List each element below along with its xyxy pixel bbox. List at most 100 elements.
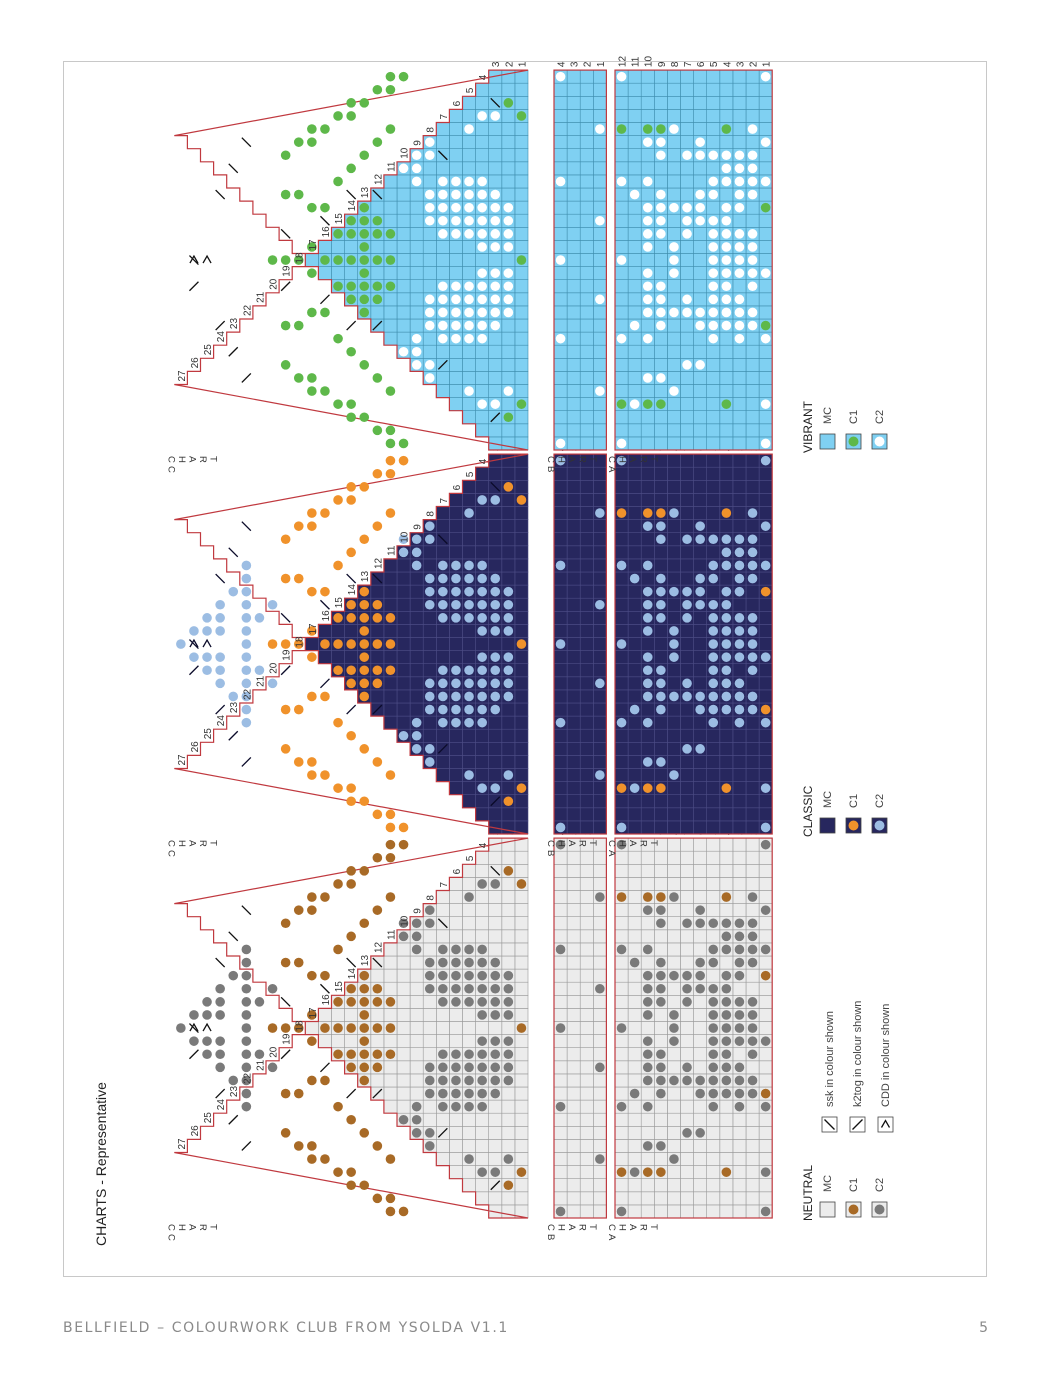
c2-stitch bbox=[656, 997, 666, 1007]
ssk-stitch bbox=[280, 996, 291, 1007]
ssk-stitch bbox=[372, 189, 383, 200]
c2-stitch bbox=[411, 931, 422, 942]
c1-stitch bbox=[346, 495, 356, 505]
row-number: 6 bbox=[452, 100, 463, 106]
c2-stitch bbox=[642, 970, 653, 981]
c2-stitch bbox=[695, 744, 705, 754]
c2-stitch bbox=[438, 665, 448, 676]
c2-stitch bbox=[490, 189, 501, 200]
ssk-stitch bbox=[188, 1023, 199, 1034]
chart-label-char: A bbox=[627, 456, 638, 463]
c2-stitch bbox=[503, 599, 514, 610]
c2-stitch bbox=[642, 268, 653, 278]
chart-label-char: R bbox=[577, 456, 588, 463]
c2-stitch bbox=[464, 281, 474, 292]
c1-stitch bbox=[333, 111, 343, 121]
c1-stitch bbox=[307, 1154, 317, 1164]
c2-stitch bbox=[708, 1049, 719, 1060]
c1-stitch bbox=[642, 399, 653, 409]
c1-stitch bbox=[346, 866, 356, 876]
c1-stitch bbox=[372, 1141, 383, 1151]
c2-stitch bbox=[267, 215, 278, 226]
c2-stitch bbox=[228, 586, 239, 597]
b-chart-label: C H A R T B bbox=[545, 456, 598, 472]
c2-stitch bbox=[477, 652, 487, 662]
c2-stitch bbox=[708, 704, 719, 715]
c1-stitch bbox=[656, 399, 666, 409]
c2-stitch bbox=[241, 1075, 252, 1086]
c2-stitch bbox=[656, 586, 666, 597]
row-number: 10 bbox=[644, 56, 655, 68]
c2-stitch bbox=[669, 770, 679, 780]
cdd-stitch bbox=[189, 1022, 199, 1032]
c2-stitch bbox=[669, 1154, 679, 1164]
page-number: 5 bbox=[979, 1320, 988, 1336]
c2-stitch bbox=[503, 665, 514, 676]
c1-stitch bbox=[359, 215, 370, 226]
c2-stitch bbox=[616, 255, 627, 265]
chart-label-char: H bbox=[617, 1224, 628, 1231]
c2-stitch bbox=[760, 944, 771, 955]
c2-stitch bbox=[629, 1167, 640, 1177]
c2-stitch bbox=[215, 281, 225, 292]
c2-stitch bbox=[241, 983, 252, 994]
c2-stitch bbox=[721, 983, 732, 994]
c2-stitch bbox=[241, 704, 252, 715]
c2-stitch bbox=[747, 613, 758, 623]
c2-stitch bbox=[616, 1023, 627, 1033]
chart-label-char: R bbox=[197, 1224, 208, 1231]
c2-stitch bbox=[202, 652, 212, 662]
chart-c: 1234567891011121314151617181920212223242… bbox=[165, 829, 528, 1241]
c2-stitch bbox=[642, 294, 653, 305]
c1-stitch bbox=[616, 892, 627, 902]
c2-stitch bbox=[490, 294, 501, 305]
c1-stitch bbox=[320, 691, 330, 702]
cdd-stitch bbox=[189, 638, 199, 648]
c2-stitch bbox=[411, 744, 422, 754]
c2-stitch bbox=[734, 1075, 745, 1086]
c2-stitch bbox=[215, 613, 225, 623]
c2-stitch bbox=[477, 111, 487, 121]
c1-stitch bbox=[267, 639, 278, 649]
c1-stitch bbox=[516, 879, 527, 889]
c2-stitch bbox=[477, 678, 487, 689]
c2-stitch bbox=[595, 215, 605, 226]
c2-stitch bbox=[595, 983, 605, 994]
c2-stitch bbox=[438, 560, 448, 571]
c1-stitch bbox=[307, 1141, 317, 1151]
a-chart-label: C H A R TA bbox=[606, 840, 659, 857]
c2-stitch bbox=[695, 983, 705, 994]
c1-stitch bbox=[293, 1088, 304, 1099]
c1-stitch bbox=[760, 586, 771, 597]
c2-stitch bbox=[669, 892, 679, 902]
c2-stitch bbox=[656, 137, 666, 147]
c1-stitch bbox=[721, 1167, 732, 1177]
c1-stitch bbox=[359, 360, 370, 370]
c2-stitch bbox=[747, 150, 758, 161]
c2-stitch bbox=[642, 1101, 653, 1112]
k2tog-stitch bbox=[372, 1088, 383, 1099]
c2-stitch bbox=[734, 150, 745, 161]
c2-stitch bbox=[708, 983, 719, 994]
c2-stitch bbox=[669, 1075, 679, 1086]
cdd-key-icon bbox=[880, 1119, 891, 1128]
c1-stitch bbox=[398, 438, 409, 449]
c2-stitch bbox=[411, 1114, 422, 1125]
c1-stitch bbox=[359, 1036, 370, 1046]
c2-stitch bbox=[438, 957, 448, 968]
c2-stitch bbox=[595, 386, 605, 396]
c2-stitch bbox=[424, 573, 435, 584]
c2-stitch bbox=[642, 521, 653, 531]
c2-stitch bbox=[451, 970, 461, 981]
ssk-stitch bbox=[437, 150, 448, 161]
c2-stitch bbox=[747, 255, 758, 265]
legend-title: CLASSIC bbox=[801, 785, 815, 837]
c2-stitch bbox=[721, 202, 732, 213]
c2-stitch bbox=[708, 189, 719, 200]
c2-stitch bbox=[424, 137, 435, 147]
c2-stitch bbox=[490, 970, 501, 981]
c2-stitch bbox=[734, 626, 745, 636]
c2-stitch bbox=[669, 1010, 679, 1020]
c1-stitch bbox=[398, 839, 409, 850]
c2-stitch bbox=[595, 508, 605, 518]
